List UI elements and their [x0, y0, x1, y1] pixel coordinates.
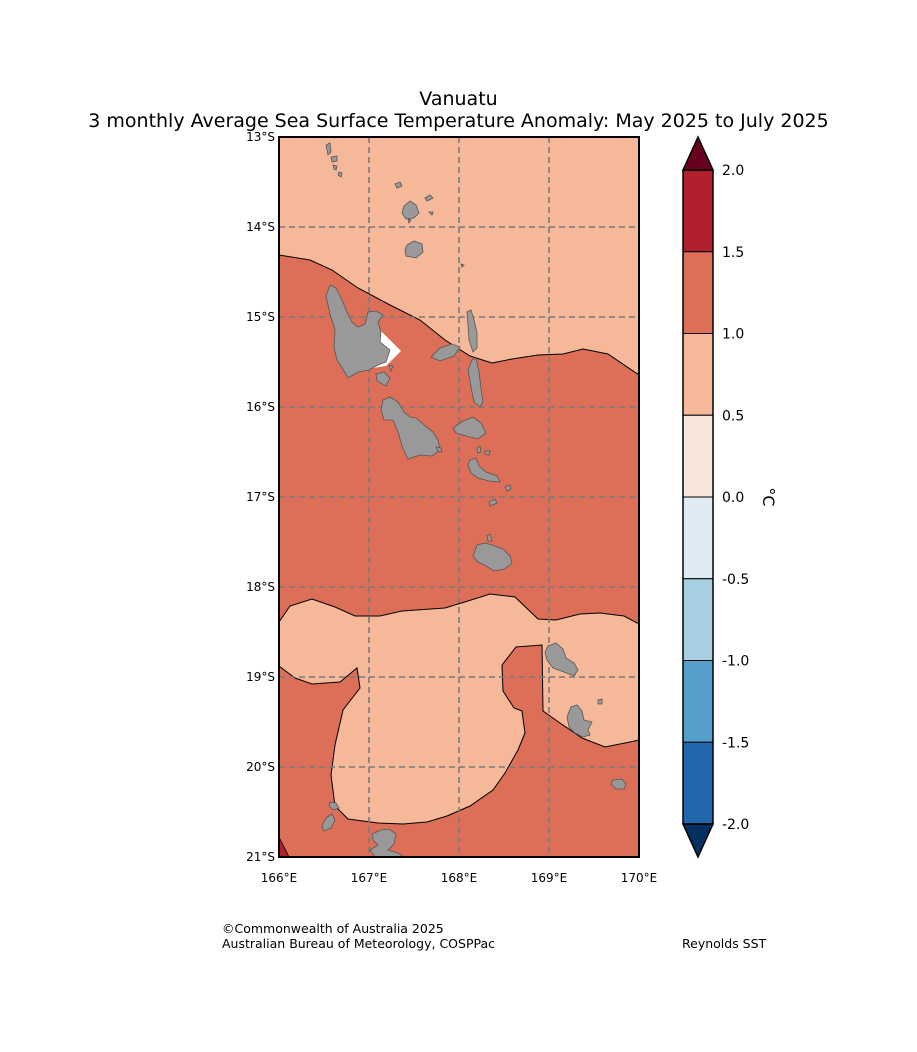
- colorbar-segment: [682, 741, 714, 825]
- lat-tick-label: 20°S: [246, 760, 275, 774]
- lat-tick-label: 19°S: [246, 670, 275, 684]
- lon-tick-label: 167°E: [351, 871, 388, 885]
- colorbar-tick-label: -1.5: [722, 735, 749, 751]
- lat-tick-label: 16°S: [246, 400, 275, 414]
- colorbar-tick-label: 0.5: [722, 408, 744, 424]
- colorbar-segment: [682, 496, 714, 580]
- longitude-labels: 166°E 167°E 168°E 169°E 170°E: [261, 871, 658, 885]
- anomaly-region-corner: [279, 836, 290, 857]
- lat-tick-label: 14°S: [246, 220, 275, 234]
- land-islands: [321, 142, 627, 857]
- colorbar-tick-label: 1.0: [722, 327, 744, 343]
- latitude-labels: 13°S 14°S 15°S 16°S 17°S 18°S 19°S 20°S 21°S: [246, 130, 275, 864]
- colorbar-tick-label: 0.0: [722, 490, 744, 506]
- gridlines: [279, 137, 639, 857]
- lat-tick-label: 21°S: [246, 850, 275, 864]
- colorbar-segment: [682, 414, 714, 498]
- lon-tick-label: 166°E: [261, 871, 298, 885]
- lat-tick-label: 17°S: [246, 490, 275, 504]
- lon-tick-label: 170°E: [621, 871, 658, 885]
- colorbar-frame: [682, 169, 714, 825]
- colorbar-segment: [682, 578, 714, 661]
- colorbar-extend-max: [681, 135, 715, 171]
- lon-tick-label: 169°E: [531, 871, 568, 885]
- dataset-text: Reynolds SST: [682, 936, 767, 951]
- colorbar-extend-min: [681, 823, 715, 859]
- colorbar-tick-label: -0.5: [722, 572, 749, 588]
- colorbar-segment: [682, 660, 714, 743]
- lon-tick-label: 168°E: [441, 871, 478, 885]
- footer-credits: ©Commonwealth of Australia 2025 Australi…: [222, 921, 495, 951]
- lat-tick-label: 13°S: [246, 130, 275, 144]
- map-frame: [278, 136, 640, 858]
- anomaly-region-north: [279, 137, 639, 376]
- map-subtitle: 3 monthly Average Sea Surface Temperatur…: [88, 110, 829, 132]
- colorbar-tick-label: -2.0: [722, 817, 749, 833]
- lat-tick-label: 15°S: [246, 310, 275, 324]
- lat-tick-label: 18°S: [246, 580, 275, 594]
- colorbar-unit: °C: [759, 487, 778, 506]
- colorbar-tick-label: 1.5: [722, 245, 744, 261]
- colorbar-segments: [682, 169, 714, 825]
- map-area: [279, 137, 639, 857]
- copyright-text: ©Commonwealth of Australia 2025: [222, 921, 444, 936]
- colorbar: 2.0 1.5 1.0 0.5 0.0 -0.5 -1.0 -1.5 -2.0 °C: [681, 135, 778, 859]
- colorbar-tick-label: -1.0: [722, 654, 749, 670]
- colorbar-segment: [682, 333, 714, 416]
- colorbar-tick-label: 2.0: [722, 163, 744, 179]
- colorbar-segment: [682, 251, 714, 334]
- agency-text: Australian Bureau of Meteorology, COSPPa…: [222, 936, 495, 951]
- map-title: Vanuatu: [419, 88, 498, 110]
- colorbar-tick-labels: 2.0 1.5 1.0 0.5 0.0 -0.5 -1.0 -1.5 -2.0: [722, 163, 749, 833]
- colorbar-segment: [682, 169, 714, 253]
